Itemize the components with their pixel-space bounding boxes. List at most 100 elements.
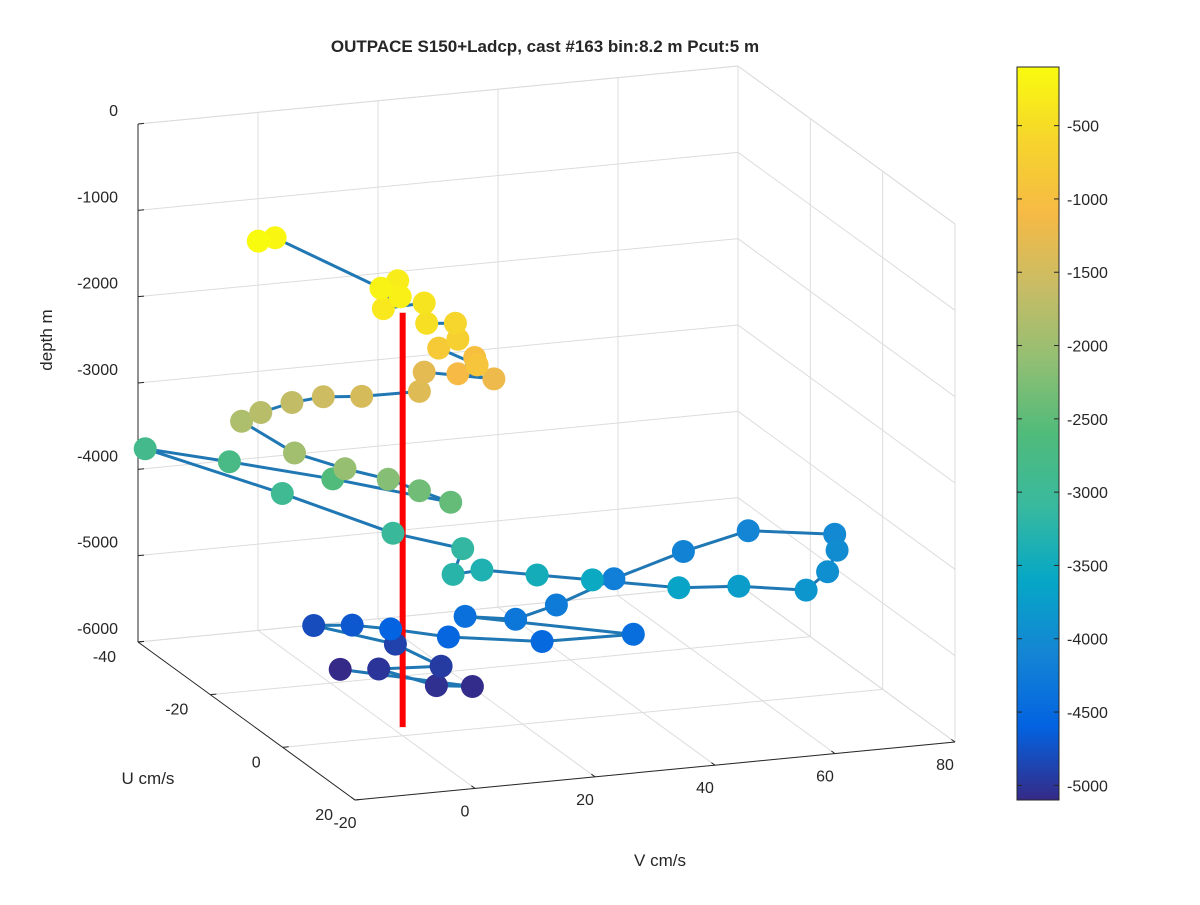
data-point [247, 230, 270, 253]
x-tick-label: 0 [461, 803, 470, 820]
x-tick-label: 20 [576, 792, 594, 809]
scatter-points [134, 226, 849, 698]
data-point [329, 658, 352, 681]
z-tick-label: -6000 [77, 621, 118, 638]
data-point [134, 437, 157, 460]
x-tick-label: 40 [696, 780, 714, 797]
gridline [738, 584, 955, 742]
data-point [504, 608, 527, 631]
colorbar-tick-label: -4500 [1067, 705, 1108, 722]
z-tick-label: 0 [109, 103, 118, 120]
data-point [816, 560, 839, 583]
data-point [444, 312, 467, 335]
y-tick-label: 0 [252, 754, 261, 771]
data-point [413, 292, 436, 315]
data-point [249, 401, 272, 424]
connector-lines [145, 238, 837, 687]
x-tick-label: 60 [816, 769, 834, 786]
gridline [258, 630, 475, 788]
data-point [737, 519, 760, 542]
data-point [341, 614, 364, 637]
connector-line [542, 634, 633, 641]
data-point [454, 605, 477, 628]
colorbar-tick-label: -500 [1067, 119, 1099, 136]
data-point [461, 675, 484, 698]
data-point [283, 442, 306, 465]
connector-line [229, 462, 332, 479]
colorbar-tick-label: -5000 [1067, 778, 1108, 795]
chart-title: OUTPACE S150+Ladcp, cast #163 bin:8.2 m … [331, 37, 759, 56]
connector-line [465, 616, 633, 634]
y-axis-label: U cm/s [122, 769, 175, 788]
connector-line [340, 669, 472, 686]
gridline [138, 498, 738, 556]
data-point [367, 658, 390, 681]
data-point [312, 385, 335, 408]
gridline [618, 596, 835, 754]
z-tick-label: -4000 [77, 448, 118, 465]
data-point [302, 614, 325, 637]
z-tick-label: -2000 [77, 276, 118, 293]
data-point [271, 482, 294, 505]
colorbar: -500-1000-1500-2000-2500-3000-3500-4000-… [1017, 67, 1108, 800]
colorbar-tick-label: -1500 [1067, 265, 1108, 282]
data-point [281, 391, 304, 414]
connector-line [448, 637, 542, 642]
data-point [437, 626, 460, 649]
z-tick-label: -1000 [77, 189, 118, 206]
x-axis-line [355, 742, 955, 800]
x-tick-label: 80 [936, 757, 954, 774]
data-point [377, 468, 400, 491]
data-point [218, 450, 241, 473]
gridline [283, 689, 883, 747]
data-point [350, 385, 373, 408]
z-tick-label: -5000 [77, 535, 118, 552]
colorbar-tick-label: -1000 [1067, 192, 1108, 209]
data-point [408, 380, 431, 403]
connector-line [282, 493, 393, 533]
data-point [382, 522, 405, 545]
data-point [379, 618, 402, 641]
y-tick-label: -20 [165, 702, 188, 719]
data-point [672, 540, 695, 563]
gridline [138, 239, 738, 297]
axes-box [138, 123, 955, 800]
gridline [738, 239, 955, 397]
colorbar-tick-label: -2000 [1067, 339, 1108, 356]
connector-line [275, 238, 381, 288]
data-point [413, 361, 436, 384]
gridline [738, 152, 955, 310]
data-point [370, 277, 393, 300]
y-tick-label: 20 [315, 807, 333, 824]
connector-line [145, 449, 282, 494]
gridline [738, 498, 955, 656]
data-point [334, 457, 357, 480]
data-point [408, 479, 431, 502]
gridline [738, 325, 955, 483]
x-tick-label: -20 [333, 815, 356, 832]
data-point [602, 567, 625, 590]
z-axis-label: depth m [37, 309, 56, 370]
data-point [439, 491, 462, 514]
gridline [378, 619, 595, 777]
data-point [581, 568, 604, 591]
data-point [795, 579, 818, 602]
y-tick-label: -40 [93, 649, 116, 666]
data-point [826, 539, 849, 562]
connector-line [748, 531, 834, 535]
data-point [667, 576, 690, 599]
data-point [531, 630, 554, 653]
data-point [451, 537, 474, 560]
colorbar-tick-label: -3500 [1067, 558, 1108, 575]
colorbar-tick-label: -3000 [1067, 485, 1108, 502]
data-point [622, 623, 645, 646]
data-point [425, 674, 448, 697]
data-point [526, 564, 549, 587]
data-point [545, 594, 568, 617]
data-point [466, 353, 489, 376]
data-point [727, 575, 750, 598]
connector-line [145, 449, 229, 462]
colorbar-tick-label: -2500 [1067, 412, 1108, 429]
